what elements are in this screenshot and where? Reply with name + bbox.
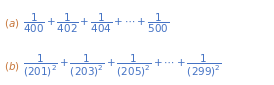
Text: $\dfrac{1}{(201)^{2}}+\dfrac{1}{(203)^{2}}+\dfrac{1}{(205)^{2}}+\cdots+\dfrac{1}: $\dfrac{1}{(201)^{2}}+\dfrac{1}{(203)^{2… — [23, 53, 222, 79]
Text: $\dfrac{1}{400}+\dfrac{1}{402}+\dfrac{1}{404}+\cdots+\dfrac{1}{500}$: $\dfrac{1}{400}+\dfrac{1}{402}+\dfrac{1}… — [23, 12, 170, 35]
Text: $\mathit{(b)}$: $\mathit{(b)}$ — [4, 60, 20, 73]
Text: $\mathit{(a)}$: $\mathit{(a)}$ — [4, 17, 20, 30]
